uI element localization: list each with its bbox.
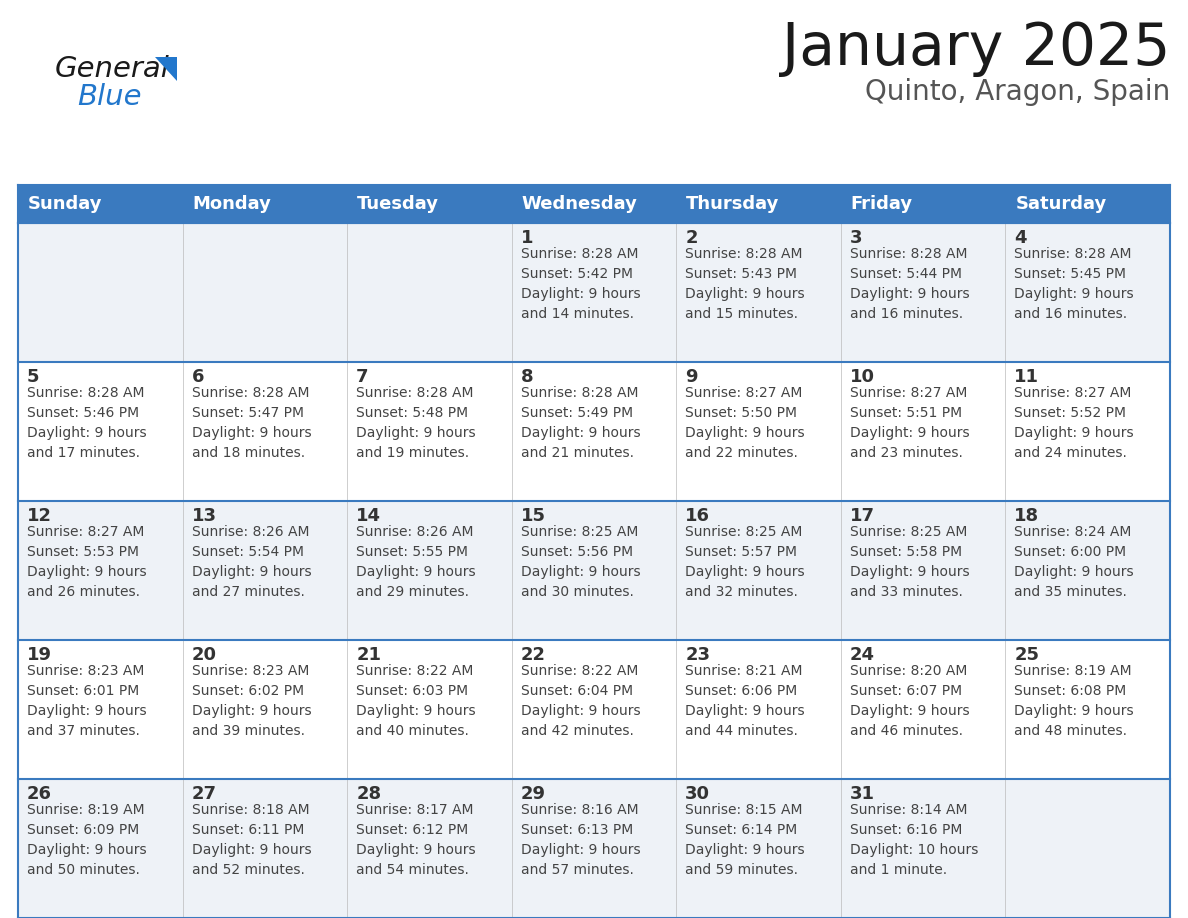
- Text: 18: 18: [1015, 507, 1040, 525]
- Text: Sunrise: 8:22 AM
Sunset: 6:03 PM
Daylight: 9 hours
and 40 minutes.: Sunrise: 8:22 AM Sunset: 6:03 PM Dayligh…: [356, 664, 475, 738]
- Text: Sunrise: 8:21 AM
Sunset: 6:06 PM
Daylight: 9 hours
and 44 minutes.: Sunrise: 8:21 AM Sunset: 6:06 PM Dayligh…: [685, 664, 805, 738]
- Text: 17: 17: [849, 507, 874, 525]
- Text: 6: 6: [191, 368, 204, 386]
- Text: Sunrise: 8:28 AM
Sunset: 5:47 PM
Daylight: 9 hours
and 18 minutes.: Sunrise: 8:28 AM Sunset: 5:47 PM Dayligh…: [191, 386, 311, 460]
- Text: Sunrise: 8:27 AM
Sunset: 5:51 PM
Daylight: 9 hours
and 23 minutes.: Sunrise: 8:27 AM Sunset: 5:51 PM Dayligh…: [849, 386, 969, 460]
- Text: Sunrise: 8:25 AM
Sunset: 5:58 PM
Daylight: 9 hours
and 33 minutes.: Sunrise: 8:25 AM Sunset: 5:58 PM Dayligh…: [849, 525, 969, 599]
- Bar: [18, 779, 1170, 918]
- Text: Sunday: Sunday: [29, 195, 102, 213]
- Text: Sunrise: 8:26 AM
Sunset: 5:54 PM
Daylight: 9 hours
and 27 minutes.: Sunrise: 8:26 AM Sunset: 5:54 PM Dayligh…: [191, 525, 311, 599]
- Text: Sunrise: 8:15 AM
Sunset: 6:14 PM
Daylight: 9 hours
and 59 minutes.: Sunrise: 8:15 AM Sunset: 6:14 PM Dayligh…: [685, 803, 805, 878]
- Text: 25: 25: [1015, 646, 1040, 664]
- Text: 19: 19: [27, 646, 52, 664]
- Text: 8: 8: [520, 368, 533, 386]
- Text: 28: 28: [356, 785, 381, 803]
- Text: 7: 7: [356, 368, 368, 386]
- Text: Sunrise: 8:25 AM
Sunset: 5:57 PM
Daylight: 9 hours
and 32 minutes.: Sunrise: 8:25 AM Sunset: 5:57 PM Dayligh…: [685, 525, 805, 599]
- Text: Quinto, Aragon, Spain: Quinto, Aragon, Spain: [865, 78, 1170, 106]
- Text: 15: 15: [520, 507, 545, 525]
- Text: Sunrise: 8:27 AM
Sunset: 5:50 PM
Daylight: 9 hours
and 22 minutes.: Sunrise: 8:27 AM Sunset: 5:50 PM Dayligh…: [685, 386, 805, 460]
- Text: Sunrise: 8:27 AM
Sunset: 5:52 PM
Daylight: 9 hours
and 24 minutes.: Sunrise: 8:27 AM Sunset: 5:52 PM Dayligh…: [1015, 386, 1135, 460]
- Text: Sunrise: 8:28 AM
Sunset: 5:46 PM
Daylight: 9 hours
and 17 minutes.: Sunrise: 8:28 AM Sunset: 5:46 PM Dayligh…: [27, 386, 146, 460]
- Text: Tuesday: Tuesday: [358, 195, 440, 213]
- Text: 26: 26: [27, 785, 52, 803]
- Bar: [18, 223, 1170, 362]
- Text: Sunrise: 8:18 AM
Sunset: 6:11 PM
Daylight: 9 hours
and 52 minutes.: Sunrise: 8:18 AM Sunset: 6:11 PM Dayligh…: [191, 803, 311, 878]
- Text: Sunrise: 8:23 AM
Sunset: 6:01 PM
Daylight: 9 hours
and 37 minutes.: Sunrise: 8:23 AM Sunset: 6:01 PM Dayligh…: [27, 664, 146, 738]
- Polygon shape: [154, 57, 177, 81]
- Text: Sunrise: 8:28 AM
Sunset: 5:49 PM
Daylight: 9 hours
and 21 minutes.: Sunrise: 8:28 AM Sunset: 5:49 PM Dayligh…: [520, 386, 640, 460]
- Text: Sunrise: 8:24 AM
Sunset: 6:00 PM
Daylight: 9 hours
and 35 minutes.: Sunrise: 8:24 AM Sunset: 6:00 PM Dayligh…: [1015, 525, 1135, 599]
- Text: 16: 16: [685, 507, 710, 525]
- Text: 27: 27: [191, 785, 216, 803]
- Text: 22: 22: [520, 646, 545, 664]
- Text: 13: 13: [191, 507, 216, 525]
- Text: Blue: Blue: [77, 83, 141, 111]
- Bar: [18, 640, 1170, 779]
- Text: Wednesday: Wednesday: [522, 195, 638, 213]
- Text: 29: 29: [520, 785, 545, 803]
- Text: Sunrise: 8:28 AM
Sunset: 5:48 PM
Daylight: 9 hours
and 19 minutes.: Sunrise: 8:28 AM Sunset: 5:48 PM Dayligh…: [356, 386, 475, 460]
- Text: Sunrise: 8:27 AM
Sunset: 5:53 PM
Daylight: 9 hours
and 26 minutes.: Sunrise: 8:27 AM Sunset: 5:53 PM Dayligh…: [27, 525, 146, 599]
- Text: Sunrise: 8:20 AM
Sunset: 6:07 PM
Daylight: 9 hours
and 46 minutes.: Sunrise: 8:20 AM Sunset: 6:07 PM Dayligh…: [849, 664, 969, 738]
- Text: 21: 21: [356, 646, 381, 664]
- Text: Sunrise: 8:28 AM
Sunset: 5:44 PM
Daylight: 9 hours
and 16 minutes.: Sunrise: 8:28 AM Sunset: 5:44 PM Dayligh…: [849, 247, 969, 321]
- Text: Sunrise: 8:26 AM
Sunset: 5:55 PM
Daylight: 9 hours
and 29 minutes.: Sunrise: 8:26 AM Sunset: 5:55 PM Dayligh…: [356, 525, 475, 599]
- Bar: [18, 185, 1170, 223]
- Text: 12: 12: [27, 507, 52, 525]
- Text: Monday: Monday: [192, 195, 271, 213]
- Text: 5: 5: [27, 368, 39, 386]
- Text: Sunrise: 8:16 AM
Sunset: 6:13 PM
Daylight: 9 hours
and 57 minutes.: Sunrise: 8:16 AM Sunset: 6:13 PM Dayligh…: [520, 803, 640, 878]
- Text: Friday: Friday: [851, 195, 914, 213]
- Text: Sunrise: 8:23 AM
Sunset: 6:02 PM
Daylight: 9 hours
and 39 minutes.: Sunrise: 8:23 AM Sunset: 6:02 PM Dayligh…: [191, 664, 311, 738]
- Text: January 2025: January 2025: [782, 20, 1170, 77]
- Text: 31: 31: [849, 785, 874, 803]
- Text: Sunrise: 8:17 AM
Sunset: 6:12 PM
Daylight: 9 hours
and 54 minutes.: Sunrise: 8:17 AM Sunset: 6:12 PM Dayligh…: [356, 803, 475, 878]
- Text: 30: 30: [685, 785, 710, 803]
- Text: Thursday: Thursday: [687, 195, 779, 213]
- Text: General: General: [55, 55, 170, 83]
- Text: Sunrise: 8:19 AM
Sunset: 6:08 PM
Daylight: 9 hours
and 48 minutes.: Sunrise: 8:19 AM Sunset: 6:08 PM Dayligh…: [1015, 664, 1135, 738]
- Text: 4: 4: [1015, 229, 1026, 247]
- Text: 24: 24: [849, 646, 874, 664]
- Bar: [18, 501, 1170, 640]
- Text: Sunrise: 8:28 AM
Sunset: 5:45 PM
Daylight: 9 hours
and 16 minutes.: Sunrise: 8:28 AM Sunset: 5:45 PM Dayligh…: [1015, 247, 1135, 321]
- Text: 2: 2: [685, 229, 697, 247]
- Text: 11: 11: [1015, 368, 1040, 386]
- Text: Sunrise: 8:22 AM
Sunset: 6:04 PM
Daylight: 9 hours
and 42 minutes.: Sunrise: 8:22 AM Sunset: 6:04 PM Dayligh…: [520, 664, 640, 738]
- Text: Saturday: Saturday: [1016, 195, 1107, 213]
- Text: Sunrise: 8:14 AM
Sunset: 6:16 PM
Daylight: 10 hours
and 1 minute.: Sunrise: 8:14 AM Sunset: 6:16 PM Dayligh…: [849, 803, 978, 878]
- Text: 3: 3: [849, 229, 862, 247]
- Text: 14: 14: [356, 507, 381, 525]
- Text: Sunrise: 8:19 AM
Sunset: 6:09 PM
Daylight: 9 hours
and 50 minutes.: Sunrise: 8:19 AM Sunset: 6:09 PM Dayligh…: [27, 803, 146, 878]
- Text: 23: 23: [685, 646, 710, 664]
- Text: 10: 10: [849, 368, 874, 386]
- Text: 9: 9: [685, 368, 697, 386]
- Text: 1: 1: [520, 229, 533, 247]
- Text: Sunrise: 8:28 AM
Sunset: 5:43 PM
Daylight: 9 hours
and 15 minutes.: Sunrise: 8:28 AM Sunset: 5:43 PM Dayligh…: [685, 247, 805, 321]
- Bar: [18, 362, 1170, 501]
- Text: Sunrise: 8:28 AM
Sunset: 5:42 PM
Daylight: 9 hours
and 14 minutes.: Sunrise: 8:28 AM Sunset: 5:42 PM Dayligh…: [520, 247, 640, 321]
- Text: Sunrise: 8:25 AM
Sunset: 5:56 PM
Daylight: 9 hours
and 30 minutes.: Sunrise: 8:25 AM Sunset: 5:56 PM Dayligh…: [520, 525, 640, 599]
- Text: 20: 20: [191, 646, 216, 664]
